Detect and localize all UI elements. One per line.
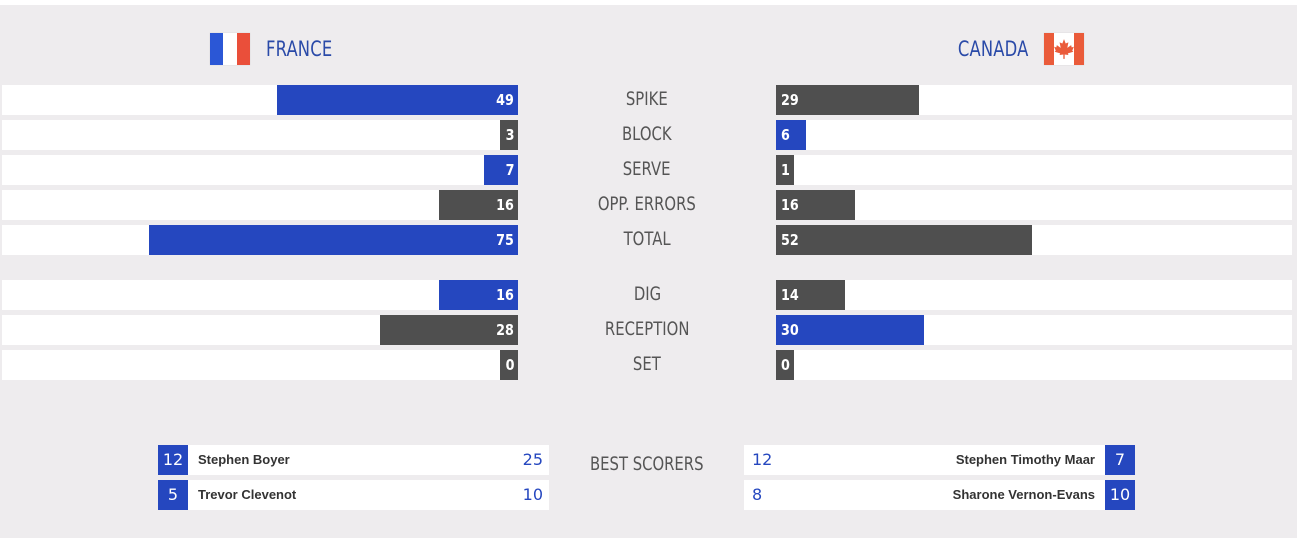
stat-row: 16 DIG 14 [0, 280, 1297, 310]
stat-track-right: 30 [776, 315, 1292, 345]
stat-bar-right: 30 [776, 315, 924, 345]
stat-track-right: 6 [776, 120, 1292, 150]
stat-label: DIG [633, 283, 661, 305]
best-scorer-right-row: 12 Stephen Timothy Maar 7 [744, 445, 1135, 475]
stat-track-left: 0 [2, 350, 518, 380]
best-scorer-right-row: 8 Sharone Vernon-Evans 10 [744, 480, 1135, 510]
stat-bar-left: 16 [439, 190, 518, 220]
flag-stripe [210, 33, 224, 65]
stat-track-left: 49 [2, 85, 518, 115]
stat-track-right: 29 [776, 85, 1292, 115]
scorer-jersey-number: 12 [158, 445, 188, 475]
team-name-right: CANADA [957, 37, 1028, 61]
stat-bar-right: 16 [776, 190, 855, 220]
stat-label: OPP. ERRORS [598, 193, 696, 215]
stat-row: 49 SPIKE 29 [0, 85, 1297, 115]
scorer-name: Trevor Clevenot [198, 487, 297, 502]
scorer-name: Sharone Vernon-Evans [952, 487, 1095, 502]
stat-track-left: 3 [2, 120, 518, 150]
stat-value-left: 0 [505, 356, 514, 374]
match-stats-panel: FRANCE CANADA 49 SPIKE 29 3 BLOCK [0, 5, 1297, 538]
maple-leaf-icon [1054, 39, 1074, 59]
scorer-row-bg [744, 480, 1105, 510]
flag-stripe [236, 33, 250, 65]
stat-value-right: 1 [781, 161, 790, 179]
stat-bar-right: 29 [776, 85, 919, 115]
stat-value-right: 16 [781, 196, 799, 214]
stat-bar-left: 75 [149, 225, 518, 255]
scorer-name: Stephen Timothy Maar [955, 452, 1095, 467]
team-name-left: FRANCE [266, 37, 333, 61]
stat-value-right: 30 [781, 321, 799, 339]
stat-value-left: 16 [496, 196, 514, 214]
scorer-points: 25 [522, 450, 543, 469]
team-right: CANADA [938, 33, 1084, 65]
stat-value-right: 0 [781, 356, 790, 374]
scorer-row-bg [744, 445, 1105, 475]
stat-bar-right: 14 [776, 280, 845, 310]
stat-track-right: 16 [776, 190, 1292, 220]
scorer-points: 10 [522, 485, 543, 504]
team-left: FRANCE [210, 33, 351, 65]
stat-track-right: 14 [776, 280, 1292, 310]
best-scorers-label: BEST SCORERS [590, 453, 704, 475]
stat-label: BLOCK [622, 123, 672, 145]
stat-track-right: 0 [776, 350, 1292, 380]
stat-value-right: 14 [781, 286, 799, 304]
stat-bar-left: 28 [380, 315, 518, 345]
stat-label: TOTAL [623, 228, 671, 250]
best-scorer-left-row: 12 Stephen Boyer 25 [158, 445, 549, 475]
stat-row: 3 BLOCK 6 [0, 120, 1297, 150]
stat-value-right: 52 [781, 231, 799, 249]
flag-stripe [223, 33, 237, 65]
stat-track-left: 28 [2, 315, 518, 345]
france-flag-icon [210, 33, 250, 65]
scorer-points: 7 [1105, 445, 1135, 475]
stat-bar-left: 0 [500, 350, 518, 380]
stat-label: RECEPTION [604, 318, 690, 340]
stat-value-right: 29 [781, 91, 799, 109]
best-scorer-left-row: 5 Trevor Clevenot 10 [158, 480, 549, 510]
stat-row: 7 SERVE 1 [0, 155, 1297, 185]
stat-track-right: 52 [776, 225, 1292, 255]
flag-stripe [1074, 33, 1084, 65]
scorer-jersey-number: 8 [752, 485, 763, 504]
stat-track-left: 16 [2, 280, 518, 310]
stat-row: 16 OPP. ERRORS 16 [0, 190, 1297, 220]
stat-bar-right: 6 [776, 120, 806, 150]
stat-value-left: 49 [496, 91, 514, 109]
scorer-name: Stephen Boyer [198, 452, 290, 467]
stat-label: SERVE [623, 158, 671, 180]
stat-track-left: 75 [2, 225, 518, 255]
stat-bar-left: 16 [439, 280, 518, 310]
stat-value-left: 16 [496, 286, 514, 304]
stat-row: 75 TOTAL 52 [0, 225, 1297, 255]
stat-bar-right: 52 [776, 225, 1032, 255]
scorer-jersey-number: 5 [158, 480, 188, 510]
stat-track-left: 7 [2, 155, 518, 185]
stat-value-left: 28 [496, 321, 514, 339]
stat-track-right: 1 [776, 155, 1292, 185]
flag-stripe [1044, 33, 1054, 65]
stat-value-left: 3 [505, 126, 514, 144]
stat-bar-left: 3 [500, 120, 518, 150]
scorer-points: 10 [1105, 480, 1135, 510]
stat-row: 0 SET 0 [0, 350, 1297, 380]
scorer-row-bg [188, 480, 549, 510]
stat-bar-right: 0 [776, 350, 794, 380]
stat-value-left: 7 [505, 161, 514, 179]
scorer-row-bg [188, 445, 549, 475]
stat-track-left: 16 [2, 190, 518, 220]
stat-row: 28 RECEPTION 30 [0, 315, 1297, 345]
stat-bar-left: 7 [483, 155, 518, 185]
stat-bar-left: 49 [276, 85, 518, 115]
stat-value-right: 6 [781, 126, 790, 144]
stat-label: SPIKE [626, 88, 668, 110]
canada-flag-icon [1044, 33, 1084, 65]
stat-label: SET [633, 353, 661, 375]
scorer-jersey-number: 12 [752, 450, 773, 469]
stat-value-left: 75 [496, 231, 514, 249]
stat-bar-right: 1 [776, 155, 794, 185]
